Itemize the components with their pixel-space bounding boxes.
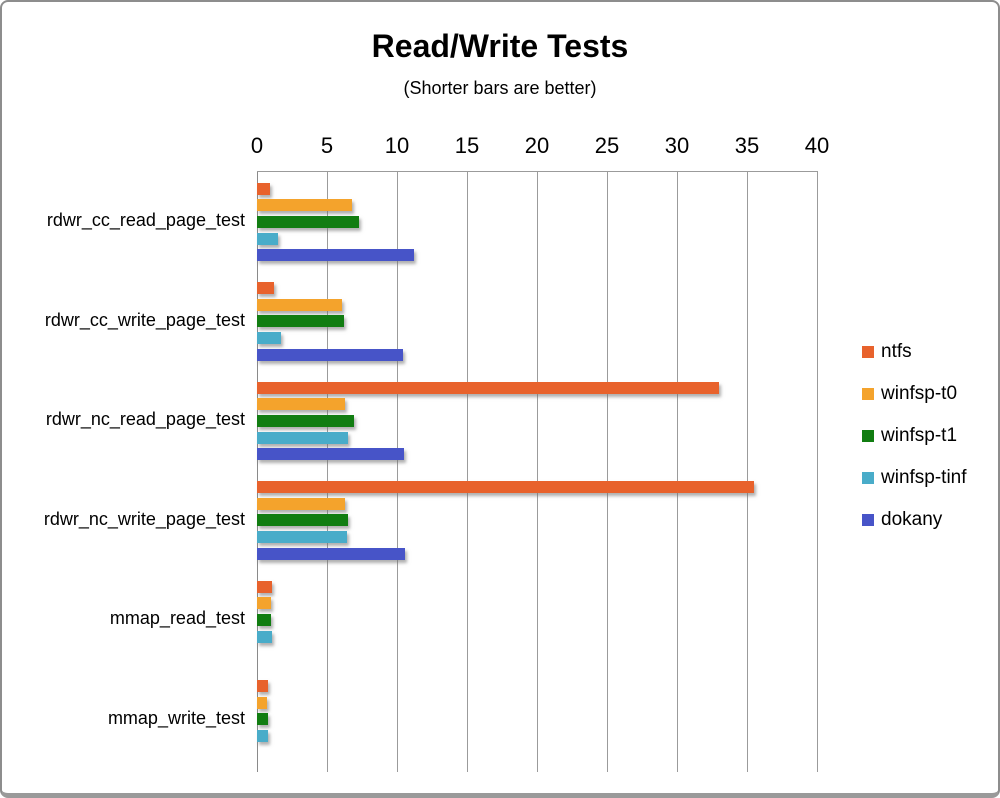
legend-item-winfsp-t0: winfsp-t0 (862, 383, 967, 405)
bar-dokany (257, 547, 406, 560)
bar-winfsp-t1 (257, 215, 360, 228)
bar-ntfs (257, 580, 273, 593)
x-axis-tick-label: 15 (454, 133, 480, 158)
bar-winfsp-tinf (257, 531, 347, 544)
gridline (467, 172, 468, 772)
bar-winfsp-t1 (257, 613, 271, 626)
legend-item-ntfs: ntfs (862, 341, 967, 363)
bar-winfsp-t1 (257, 514, 348, 527)
category-label: rdwr_cc_write_page_test (44, 309, 245, 330)
bar-winfsp-tinf (257, 332, 281, 345)
category-label: mmap_write_test (107, 707, 245, 728)
ntfs-swatch (862, 346, 874, 358)
category-label: rdwr_nc_write_page_test (43, 508, 245, 529)
x-axis-tick-label: 5 (320, 133, 334, 158)
bar-ntfs (257, 282, 274, 294)
legend-item-dokany: dokany (862, 509, 967, 531)
bar-winfsp-t0 (257, 497, 346, 510)
legend-label: winfsp-tinf (881, 467, 967, 488)
bar-winfsp-t0 (257, 298, 343, 311)
category-label: rdwr_nc_read_page_test (45, 409, 245, 430)
bar-winfsp-tinf (257, 630, 273, 643)
bar-winfsp-t1 (257, 315, 344, 328)
category-label: rdwr_cc_read_page_test (46, 210, 245, 231)
gridline (327, 172, 328, 772)
gridline (257, 172, 258, 772)
bar-dokany (257, 448, 404, 461)
bar-winfsp-t0 (257, 398, 346, 411)
bar-dokany (257, 249, 414, 262)
x-axis-tick-label: 10 (384, 133, 410, 158)
bar-ntfs (257, 481, 754, 493)
bar-ntfs (257, 182, 270, 195)
plot-area (257, 171, 818, 772)
dokany-swatch (862, 514, 874, 526)
gridline (537, 172, 538, 772)
legend-label: winfsp-t1 (881, 425, 958, 446)
winfsp-t0-swatch (862, 388, 874, 400)
bar-ntfs (257, 381, 719, 394)
bar-winfsp-tinf (257, 431, 348, 444)
legend-label: winfsp-t0 (881, 383, 958, 404)
legend-label: dokany (881, 509, 943, 530)
legend: ntfs winfsp-t0 winfsp-t1 winfsp-tinf dokany (862, 341, 967, 531)
x-axis-tick-label: 0 (250, 133, 264, 158)
category-label: mmap_read_test (109, 608, 245, 629)
winfsp-tinf-swatch (862, 472, 874, 484)
bar-winfsp-t1 (257, 713, 269, 726)
gridline (397, 172, 398, 772)
winfsp-t1-swatch (862, 430, 874, 442)
bar-winfsp-t0 (257, 199, 353, 212)
legend-item-winfsp-t1: winfsp-t1 (862, 425, 967, 447)
x-axis-tick-label: 35 (734, 133, 760, 158)
chart-title: Read/Write Tests (371, 28, 629, 64)
bar-winfsp-t0 (257, 597, 271, 610)
gridline (607, 172, 608, 772)
x-axis-tick-label: 30 (664, 133, 690, 158)
gridline (747, 172, 748, 772)
bar-winfsp-tinf (257, 730, 269, 743)
x-axis-tick-label: 40 (804, 133, 830, 158)
x-axis-tick-label: 20 (524, 133, 550, 158)
bar-winfsp-t0 (257, 696, 267, 709)
gridline (817, 172, 818, 772)
chart-subtitle: (Shorter bars are better) (403, 78, 597, 98)
bar-winfsp-t1 (257, 414, 354, 427)
bar-dokany (257, 348, 403, 361)
gridline (677, 172, 678, 772)
bar-winfsp-tinf (257, 232, 278, 245)
legend-label: ntfs (881, 341, 912, 362)
x-axis-tick-label: 25 (594, 133, 620, 158)
legend-item-winfsp-tinf: winfsp-tinf (862, 467, 967, 489)
bar-ntfs (257, 680, 269, 692)
